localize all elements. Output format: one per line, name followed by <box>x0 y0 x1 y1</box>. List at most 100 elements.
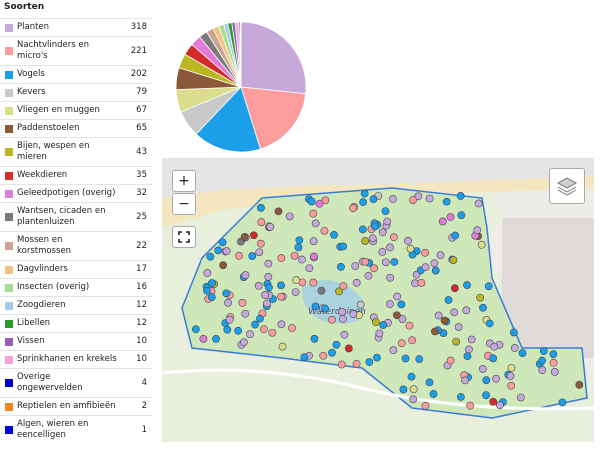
observation-dot[interactable] <box>328 315 336 324</box>
observation-dot[interactable] <box>222 289 231 298</box>
observation-dot[interactable] <box>444 296 453 304</box>
observation-dot[interactable] <box>398 315 407 323</box>
observation-dot[interactable] <box>255 248 264 257</box>
observation-dot[interactable] <box>364 271 373 280</box>
species-row[interactable]: Vogels 202 <box>0 65 152 83</box>
layers-button[interactable] <box>549 168 585 204</box>
species-row[interactable]: Vissen 10 <box>0 332 152 350</box>
observation-dot[interactable] <box>264 272 273 281</box>
observation-dot[interactable] <box>490 342 499 351</box>
observation-dot[interactable] <box>489 397 498 406</box>
observation-dot[interactable] <box>191 325 200 334</box>
observation-dot[interactable] <box>549 350 558 359</box>
observation-dot[interactable] <box>409 385 418 394</box>
observation-dot[interactable] <box>482 391 490 400</box>
observation-dot[interactable] <box>358 225 367 234</box>
observation-dot[interactable] <box>294 243 303 252</box>
observation-dot[interactable] <box>219 261 228 270</box>
species-row[interactable]: Insecten (overig) 16 <box>0 278 152 296</box>
species-row[interactable]: Mossen en korstmossen 22 <box>0 231 152 260</box>
observation-dot[interactable] <box>274 207 283 216</box>
observation-dot[interactable] <box>373 353 381 362</box>
observation-dot[interactable] <box>390 258 399 266</box>
observation-dot[interactable] <box>463 352 472 361</box>
zoom-in-button[interactable]: + <box>172 170 196 192</box>
observation-dot[interactable] <box>378 247 387 256</box>
observation-dot[interactable] <box>239 338 248 347</box>
observation-dot[interactable] <box>319 351 328 360</box>
observation-dot[interactable] <box>371 222 379 231</box>
observation-dot[interactable] <box>386 273 395 282</box>
observation-dot[interactable] <box>203 286 211 295</box>
observation-dot[interactable] <box>421 248 430 257</box>
observation-dot[interactable] <box>479 303 487 312</box>
species-row[interactable]: Weekdieren 35 <box>0 166 152 184</box>
species-row[interactable]: Geleedpotigen (overig) 32 <box>0 184 152 202</box>
observation-dot[interactable] <box>558 398 567 407</box>
species-row[interactable]: Libellen 12 <box>0 314 152 332</box>
observation-dot[interactable] <box>338 307 346 316</box>
observation-dot[interactable] <box>311 302 320 311</box>
observation-dot[interactable] <box>234 326 243 335</box>
observation-dot[interactable] <box>409 196 417 204</box>
species-row[interactable]: Dagvlinders 17 <box>0 260 152 278</box>
observation-dot[interactable] <box>248 252 257 260</box>
observation-dot[interactable] <box>356 300 365 309</box>
observation-dot[interactable] <box>278 342 287 351</box>
observation-dot[interactable] <box>277 320 286 329</box>
observation-dot[interactable] <box>452 337 461 346</box>
observation-dot[interactable] <box>397 339 406 348</box>
observation-dot[interactable] <box>421 263 430 272</box>
observation-dot[interactable] <box>223 325 232 334</box>
observation-dot[interactable] <box>337 263 345 271</box>
species-row[interactable]: Zoogdieren 12 <box>0 296 152 314</box>
species-row[interactable]: Vliegen en muggen 67 <box>0 101 152 119</box>
observation-dot[interactable] <box>330 231 338 239</box>
observation-dot[interactable] <box>300 353 309 361</box>
observation-dot[interactable] <box>397 300 406 309</box>
observation-dot[interactable] <box>263 299 271 308</box>
map[interactable]: Waterduinen + − <box>161 158 595 442</box>
pie-slice[interactable] <box>195 86 261 153</box>
observation-dot[interactable] <box>291 288 300 297</box>
observation-dot[interactable] <box>431 327 439 336</box>
observation-dot[interactable] <box>335 287 344 296</box>
observation-dot[interactable] <box>463 281 471 290</box>
pie-slice[interactable] <box>240 86 307 150</box>
observation-dot[interactable] <box>277 254 286 263</box>
observation-dot[interactable] <box>409 395 418 404</box>
observation-dot[interactable] <box>277 281 285 290</box>
observation-dot[interactable] <box>206 252 215 261</box>
species-row[interactable]: Sprinkhanen en krekels 10 <box>0 350 152 368</box>
observation-dot[interactable] <box>288 324 296 332</box>
zoom-out-button[interactable]: − <box>172 193 196 215</box>
observation-dot[interactable] <box>349 204 357 213</box>
observation-dot[interactable] <box>408 336 417 345</box>
observation-dot[interactable] <box>425 378 434 387</box>
observation-dot[interactable] <box>310 252 318 261</box>
observation-dot[interactable] <box>425 194 434 203</box>
observation-dot[interactable] <box>315 199 324 208</box>
observation-dot[interactable] <box>430 259 439 268</box>
observation-dot[interactable] <box>465 345 473 354</box>
observation-dot[interactable] <box>442 197 451 206</box>
observation-dot[interactable] <box>340 330 349 339</box>
observation-dot[interactable] <box>207 293 216 301</box>
observation-dot[interactable] <box>212 334 220 343</box>
observation-dot[interactable] <box>436 251 445 260</box>
observation-dot[interactable] <box>266 222 275 231</box>
fullscreen-button[interactable] <box>172 226 196 248</box>
species-row[interactable]: Planten 318 <box>0 18 152 36</box>
observation-dot[interactable] <box>309 209 318 218</box>
observation-dot[interactable] <box>381 258 390 267</box>
observation-dot[interactable] <box>351 262 360 270</box>
observation-dot[interactable] <box>538 366 547 374</box>
observation-dot[interactable] <box>290 251 299 260</box>
observation-dot[interactable] <box>295 236 304 245</box>
observation-dot[interactable] <box>414 192 423 201</box>
observation-dot[interactable] <box>224 298 233 307</box>
observation-dot[interactable] <box>393 292 402 301</box>
observation-dot[interactable] <box>476 293 485 302</box>
observation-dot[interactable] <box>328 348 336 357</box>
observation-dot[interactable] <box>518 349 527 357</box>
